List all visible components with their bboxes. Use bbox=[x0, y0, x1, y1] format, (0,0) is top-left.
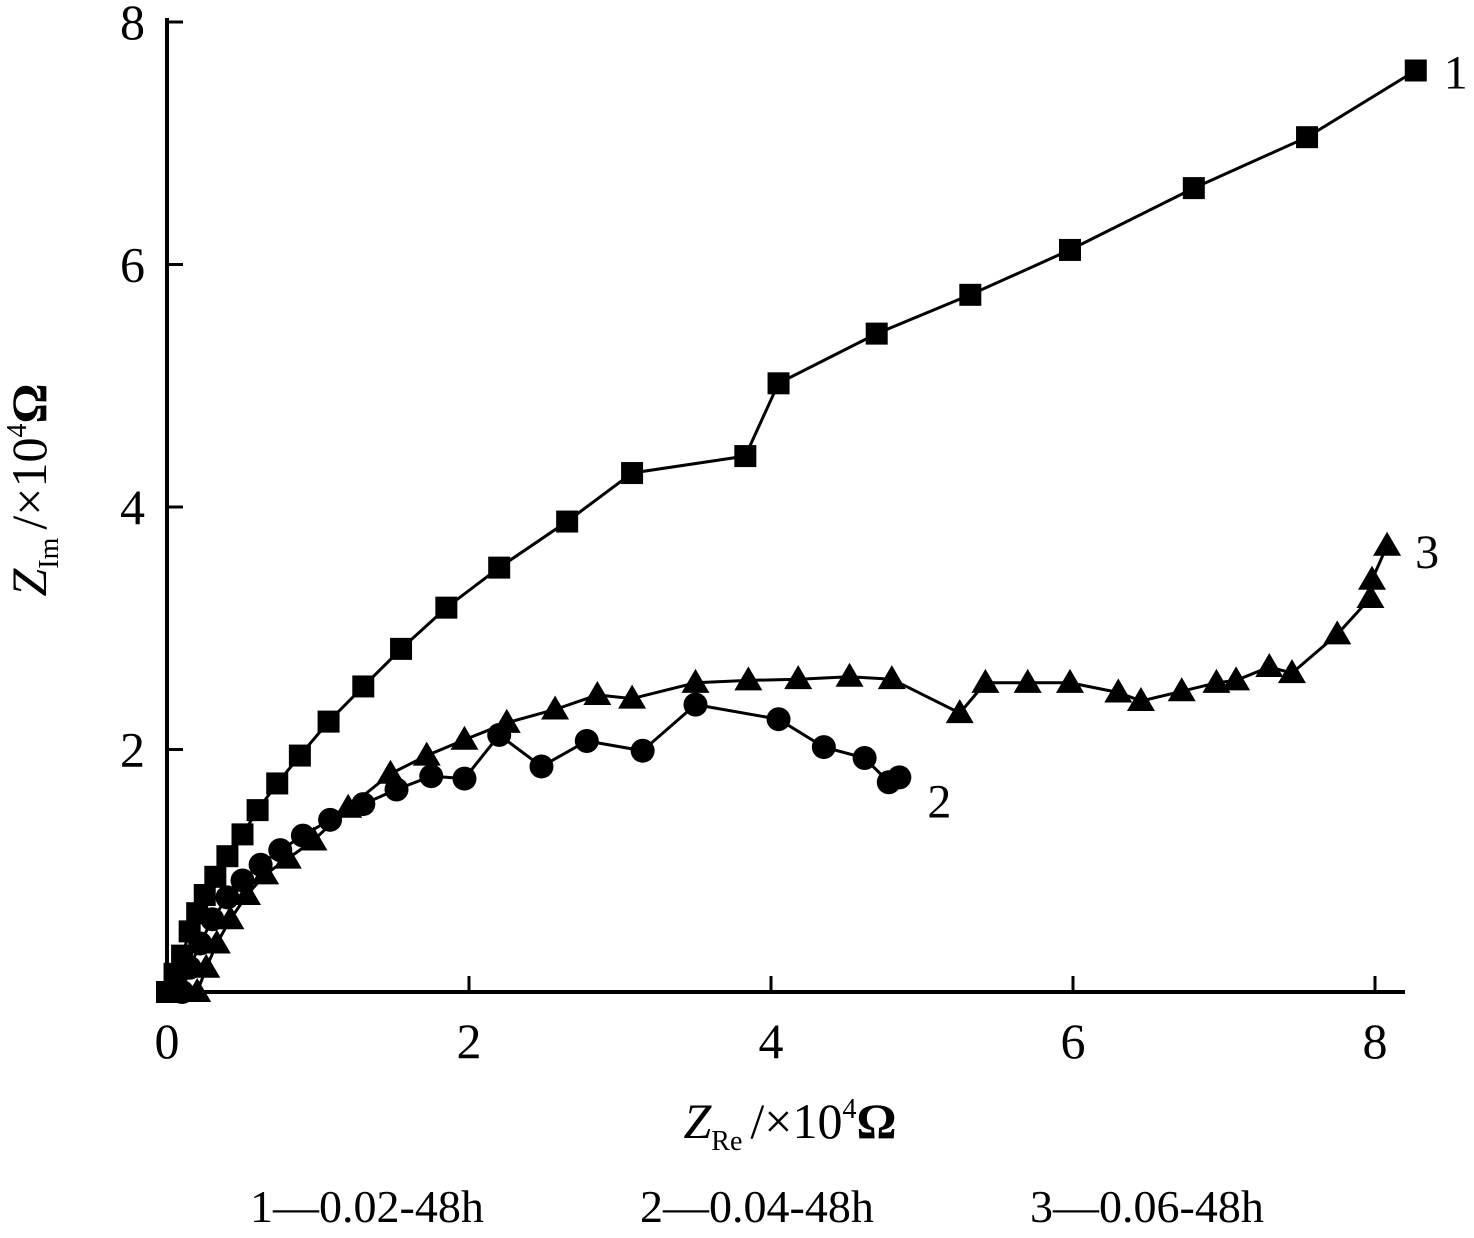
data-point-triangle bbox=[583, 680, 612, 705]
data-point-triangle bbox=[618, 684, 647, 709]
data-point-square bbox=[959, 283, 982, 306]
y-tick-label: 2 bbox=[120, 722, 145, 778]
data-point-square bbox=[767, 372, 790, 395]
data-point-triangle bbox=[273, 844, 302, 869]
data-point-triangle bbox=[1373, 531, 1402, 556]
axes: 0 2 4 6 8 2 4 6 8 bbox=[120, 0, 1405, 1069]
data-point-triangle bbox=[216, 905, 245, 930]
data-point-square bbox=[231, 823, 254, 846]
data-point-square bbox=[216, 845, 239, 868]
data-point-circle bbox=[887, 765, 912, 790]
data-point-circle bbox=[852, 745, 877, 770]
series-2 bbox=[170, 692, 912, 1004]
data-point-square bbox=[1404, 59, 1427, 82]
data-point-triangle bbox=[971, 668, 1000, 693]
y-tick-label: 6 bbox=[120, 237, 145, 293]
data-point-square bbox=[488, 556, 511, 579]
data-point-square bbox=[865, 322, 888, 345]
data-point-circle bbox=[683, 692, 708, 717]
series-3 bbox=[183, 531, 1402, 1002]
data-point-triangle bbox=[1356, 583, 1385, 608]
data-point-triangle bbox=[1222, 666, 1251, 691]
legend-entry-2: 2—0.04-48h bbox=[640, 1181, 874, 1232]
data-point-triangle bbox=[1126, 687, 1155, 711]
data-point-square bbox=[390, 637, 413, 660]
data-point-triangle bbox=[1104, 678, 1133, 703]
data-point-triangle bbox=[1357, 565, 1386, 590]
legend-entry-1: 1—0.02-48h bbox=[250, 1181, 484, 1232]
data-point-square bbox=[1296, 126, 1319, 149]
data-point-triangle bbox=[734, 666, 763, 691]
data-point-triangle bbox=[945, 699, 974, 724]
series-3-end-label: 3 bbox=[1415, 526, 1439, 579]
data-point-square bbox=[621, 462, 644, 485]
legend-entry-3: 3—0.06-48h bbox=[1030, 1181, 1264, 1232]
data-point-triangle bbox=[1277, 659, 1306, 684]
x-tick-label: 0 bbox=[155, 1013, 180, 1069]
data-point-square bbox=[204, 865, 227, 888]
series-1 bbox=[156, 59, 1427, 1003]
data-point-square bbox=[734, 445, 757, 468]
data-point-triangle bbox=[784, 665, 813, 690]
data-point-circle bbox=[766, 707, 791, 732]
data-point-circle bbox=[630, 738, 655, 763]
data-point-circle bbox=[574, 729, 599, 754]
data-point-circle bbox=[811, 735, 836, 760]
x-axis-label: ZRe/×104Ω bbox=[683, 1093, 896, 1157]
y-axis-label: ZIm/×104Ω bbox=[1, 383, 65, 596]
data-point-triangle bbox=[1323, 620, 1352, 645]
x-tick-label: 2 bbox=[457, 1013, 482, 1069]
y-tick-label: 4 bbox=[120, 479, 145, 535]
data-point-triangle bbox=[233, 881, 262, 905]
data-point-triangle bbox=[835, 662, 864, 687]
x-tick-label: 6 bbox=[1061, 1013, 1086, 1069]
data-point-square bbox=[193, 884, 216, 906]
data-point-square bbox=[556, 510, 579, 533]
data-point-circle bbox=[215, 885, 240, 910]
data-point-triangle bbox=[202, 929, 231, 954]
data-point-triangle bbox=[376, 759, 405, 784]
data-point-triangle bbox=[251, 860, 280, 885]
x-tick-label: 8 bbox=[1363, 1013, 1388, 1069]
data-point-triangle bbox=[1055, 668, 1084, 693]
y-tick-label: 8 bbox=[120, 0, 145, 50]
series-labels: 1 2 3 bbox=[927, 47, 1467, 829]
data-point-triangle bbox=[192, 953, 221, 978]
series-3-line bbox=[195, 545, 1389, 993]
data-point-square bbox=[317, 710, 340, 733]
data-point-triangle bbox=[877, 665, 906, 690]
data-point-triangle bbox=[1255, 653, 1284, 678]
data-point-triangle bbox=[1013, 668, 1042, 693]
data-point-circle bbox=[529, 754, 554, 779]
data-point-triangle bbox=[412, 741, 441, 766]
data-point-circle bbox=[452, 766, 477, 791]
data-point-triangle bbox=[183, 978, 212, 1002]
data-point-square bbox=[288, 744, 311, 767]
data-point-square bbox=[1058, 238, 1081, 261]
data-point-triangle bbox=[299, 826, 328, 851]
series-1-end-label: 1 bbox=[1444, 47, 1468, 100]
data-point-triangle bbox=[450, 725, 479, 750]
data-point-triangle bbox=[541, 695, 570, 720]
series-2-end-label: 2 bbox=[927, 775, 951, 828]
data-point-triangle bbox=[1167, 677, 1196, 702]
series-group bbox=[156, 59, 1427, 1004]
data-point-circle bbox=[318, 807, 343, 832]
data-point-triangle bbox=[492, 708, 521, 733]
legend: 1—0.02-48h 2—0.04-48h 3—0.06-48h bbox=[250, 1181, 1264, 1232]
data-point-triangle bbox=[334, 793, 363, 818]
data-point-square bbox=[435, 596, 458, 619]
data-point-circle bbox=[200, 907, 225, 932]
series-1-line bbox=[165, 69, 1417, 993]
data-point-square bbox=[266, 772, 289, 795]
data-point-square bbox=[352, 675, 375, 698]
data-point-triangle bbox=[681, 668, 710, 693]
x-tick-label: 4 bbox=[759, 1013, 784, 1069]
data-point-circle bbox=[419, 764, 444, 789]
data-point-square bbox=[246, 799, 269, 822]
data-point-square bbox=[1182, 177, 1205, 200]
data-point-triangle bbox=[1202, 668, 1231, 693]
